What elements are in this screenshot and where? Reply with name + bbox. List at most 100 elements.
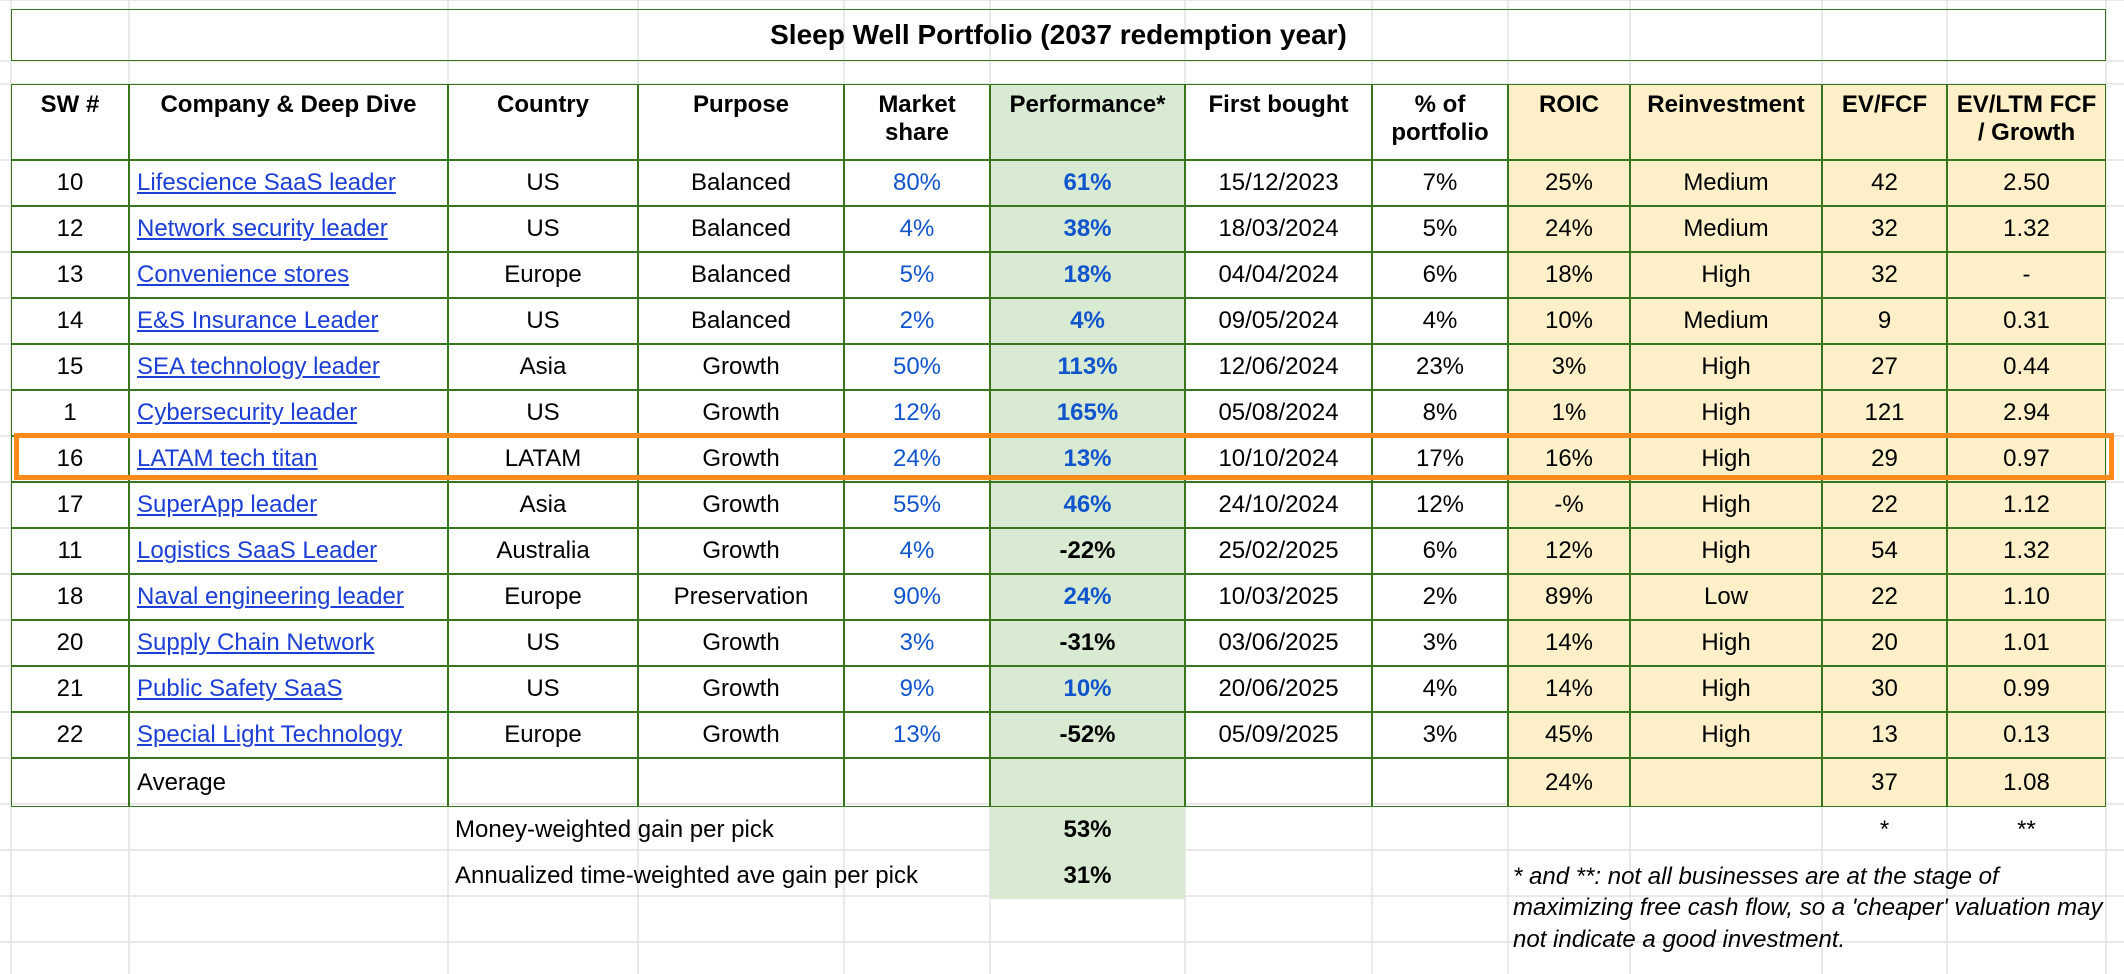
company-link[interactable]: Naval engineering leader <box>137 583 404 611</box>
roic-cell: 16% <box>1508 436 1630 482</box>
portfolio-share-cell: 23% <box>1372 344 1508 390</box>
ev-fcf-cell: 30 <box>1822 666 1947 712</box>
company-cell: Public Safety SaaS <box>129 666 448 712</box>
average-cell <box>1372 758 1508 807</box>
ev-fcf-cell: 22 <box>1822 482 1947 528</box>
summary-value: 53% <box>990 807 1185 853</box>
roic-cell: 45% <box>1508 712 1630 758</box>
country-cell: Europe <box>448 574 638 620</box>
performance-cell: 113% <box>990 344 1185 390</box>
market-share-cell: 55% <box>844 482 990 528</box>
sw-number-cell: 12 <box>11 206 129 252</box>
average-cell <box>11 758 129 807</box>
first-bought-cell: 05/08/2024 <box>1185 390 1372 436</box>
reinvestment-cell: High <box>1630 528 1822 574</box>
company-link[interactable]: Supply Chain Network <box>137 629 375 657</box>
portfolio-share-cell: 4% <box>1372 298 1508 344</box>
ev-fcf-cell: 27 <box>1822 344 1947 390</box>
company-link[interactable]: Logistics SaaS Leader <box>137 537 378 565</box>
purpose-cell: Growth <box>638 666 844 712</box>
purpose-cell: Balanced <box>638 298 844 344</box>
performance-cell: 18% <box>990 252 1185 298</box>
roic-cell: 18% <box>1508 252 1630 298</box>
portfolio-share-cell: 7% <box>1372 160 1508 206</box>
sw-number-cell: 16 <box>11 436 129 482</box>
market-share-cell: 4% <box>844 528 990 574</box>
company-link[interactable]: Cybersecurity leader <box>137 399 358 427</box>
ev-ltm-fcf-growth-cell: 1.12 <box>1947 482 2106 528</box>
ev-ltm-fcf-growth-cell: - <box>1947 252 2106 298</box>
summary-label: Money-weighted gain per pick <box>455 816 774 844</box>
ev-ltm-fcf-growth-cell: 1.10 <box>1947 574 2106 620</box>
average-cell: 1.08 <box>1947 758 2106 807</box>
company-link[interactable]: LATAM tech titan <box>137 445 318 473</box>
ev-fcf-cell: 20 <box>1822 620 1947 666</box>
performance-cell: 24% <box>990 574 1185 620</box>
reinvestment-cell: High <box>1630 712 1822 758</box>
roic-cell: 12% <box>1508 528 1630 574</box>
country-cell: Asia <box>448 344 638 390</box>
company-link[interactable]: Network security leader <box>137 215 388 243</box>
company-cell: Network security leader <box>129 206 448 252</box>
performance-cell: 4% <box>990 298 1185 344</box>
reinvestment-cell: High <box>1630 390 1822 436</box>
column-header: Company & Deep Dive <box>129 84 448 160</box>
portfolio-share-cell: 6% <box>1372 252 1508 298</box>
company-link[interactable]: Special Light Technology <box>137 721 403 749</box>
company-cell: Convenience stores <box>129 252 448 298</box>
reinvestment-cell: High <box>1630 252 1822 298</box>
company-link[interactable]: SuperApp leader <box>137 491 318 519</box>
column-header: Reinvestment <box>1630 84 1822 160</box>
ev-fcf-cell: 22 <box>1822 574 1947 620</box>
roic-cell: 89% <box>1508 574 1630 620</box>
ev-fcf-cell: 32 <box>1822 206 1947 252</box>
market-share-cell: 4% <box>844 206 990 252</box>
company-cell: Cybersecurity leader <box>129 390 448 436</box>
first-bought-cell: 18/03/2024 <box>1185 206 1372 252</box>
roic-cell: 10% <box>1508 298 1630 344</box>
company-link[interactable]: Public Safety SaaS <box>137 675 343 703</box>
portfolio-share-cell: 12% <box>1372 482 1508 528</box>
ev-ltm-fcf-growth-cell: 0.31 <box>1947 298 2106 344</box>
average-cell <box>1630 758 1822 807</box>
column-header: Country <box>448 84 638 160</box>
roic-cell: 3% <box>1508 344 1630 390</box>
market-share-cell: 2% <box>844 298 990 344</box>
roic-cell: 14% <box>1508 620 1630 666</box>
portfolio-share-cell: 2% <box>1372 574 1508 620</box>
column-header: Purpose <box>638 84 844 160</box>
portfolio-share-cell: 3% <box>1372 712 1508 758</box>
ev-ltm-fcf-growth-cell: 0.97 <box>1947 436 2106 482</box>
country-cell: Europe <box>448 712 638 758</box>
purpose-cell: Growth <box>638 528 844 574</box>
performance-cell: -31% <box>990 620 1185 666</box>
country-cell: Asia <box>448 482 638 528</box>
company-link[interactable]: E&S Insurance Leader <box>137 307 379 335</box>
company-cell: Naval engineering leader <box>129 574 448 620</box>
sw-number-cell: 17 <box>11 482 129 528</box>
company-cell: SEA technology leader <box>129 344 448 390</box>
first-bought-cell: 10/10/2024 <box>1185 436 1372 482</box>
company-link[interactable]: Lifescience SaaS leader <box>137 169 396 197</box>
company-cell: Special Light Technology <box>129 712 448 758</box>
country-cell: US <box>448 206 638 252</box>
country-cell: Europe <box>448 252 638 298</box>
purpose-cell: Growth <box>638 344 844 390</box>
performance-cell: 61% <box>990 160 1185 206</box>
roic-cell: 14% <box>1508 666 1630 712</box>
first-bought-cell: 24/10/2024 <box>1185 482 1372 528</box>
portfolio-share-cell: 4% <box>1372 666 1508 712</box>
ev-ltm-fcf-growth-cell: 2.94 <box>1947 390 2106 436</box>
ev-fcf-cell: 9 <box>1822 298 1947 344</box>
performance-cell: -52% <box>990 712 1185 758</box>
company-link[interactable]: Convenience stores <box>137 261 350 289</box>
purpose-cell: Balanced <box>638 252 844 298</box>
reinvestment-cell: Medium <box>1630 298 1822 344</box>
column-header: EV/FCF <box>1822 84 1947 160</box>
column-header: SW # <box>11 84 129 160</box>
ev-fcf-cell: 13 <box>1822 712 1947 758</box>
portfolio-share-cell: 17% <box>1372 436 1508 482</box>
ev-fcf-cell: 121 <box>1822 390 1947 436</box>
first-bought-cell: 05/09/2025 <box>1185 712 1372 758</box>
company-link[interactable]: SEA technology leader <box>137 353 380 381</box>
